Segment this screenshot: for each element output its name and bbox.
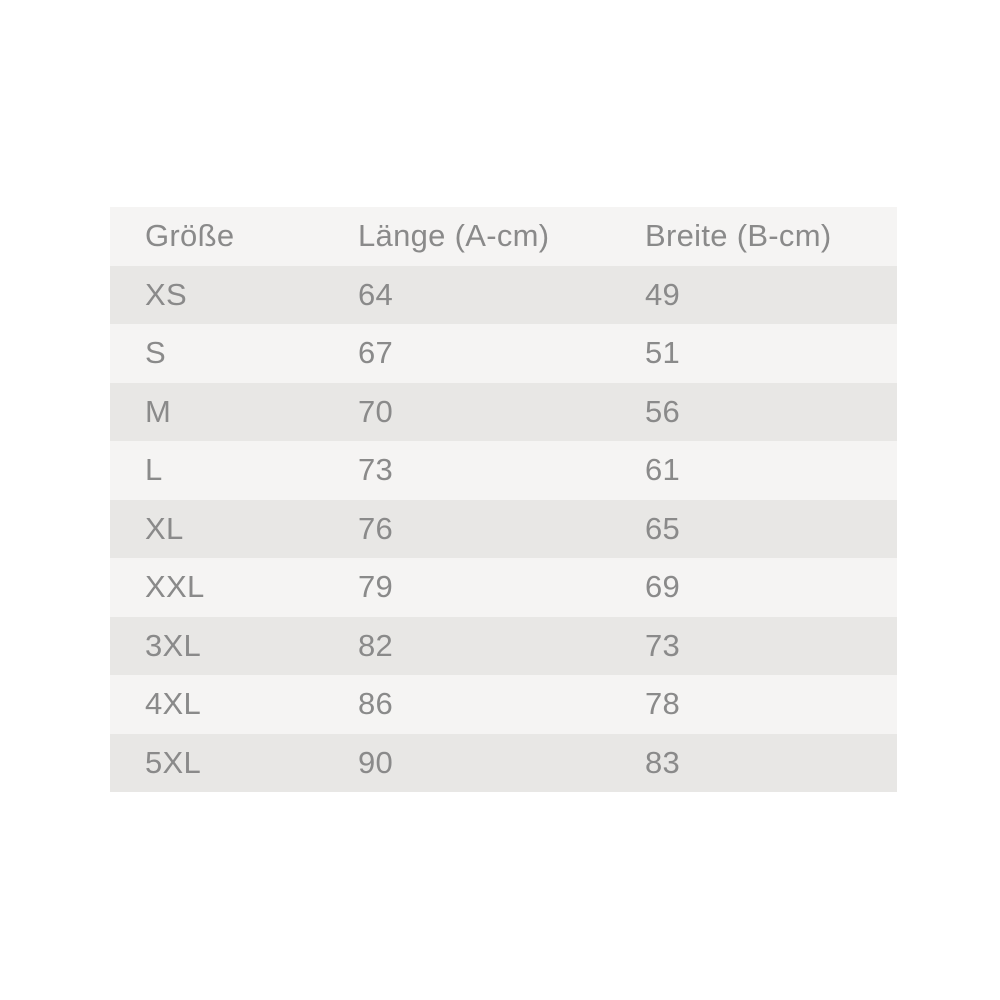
size-chart-table: Größe Länge (A-cm) Breite (B-cm) XS 64 4… xyxy=(110,207,897,792)
width-cell: 56 xyxy=(645,393,681,429)
column-header-length: Länge (A-cm) xyxy=(358,218,550,254)
table-row: XS 64 49 xyxy=(110,265,897,324)
length-cell: 64 xyxy=(358,276,394,312)
width-cell: 83 xyxy=(645,744,681,780)
size-cell: XS xyxy=(145,276,187,312)
table-row: S 67 51 xyxy=(110,324,897,383)
size-cell: XXL xyxy=(145,569,205,605)
size-cell: 3XL xyxy=(145,627,202,663)
size-cell: M xyxy=(145,393,172,429)
width-cell: 49 xyxy=(645,276,681,312)
size-cell: XL xyxy=(145,510,184,546)
table-header-row: Größe Länge (A-cm) Breite (B-cm) xyxy=(110,207,897,266)
length-cell: 76 xyxy=(358,510,394,546)
width-cell: 65 xyxy=(645,510,681,546)
length-cell: 73 xyxy=(358,452,394,488)
table-row: XL 76 65 xyxy=(110,499,897,558)
size-cell: S xyxy=(145,335,166,371)
table-row: M 70 56 xyxy=(110,382,897,441)
table-row: 4XL 86 78 xyxy=(110,675,897,734)
table-row: XXL 79 69 xyxy=(110,558,897,617)
table-row: L 73 61 xyxy=(110,441,897,500)
length-cell: 90 xyxy=(358,744,394,780)
width-cell: 69 xyxy=(645,569,681,605)
table-row: 5XL 90 83 xyxy=(110,733,897,792)
table-row: 3XL 82 73 xyxy=(110,616,897,675)
column-header-width: Breite (B-cm) xyxy=(645,218,832,254)
column-header-size: Größe xyxy=(145,218,235,254)
size-cell: L xyxy=(145,452,163,488)
length-cell: 86 xyxy=(358,686,394,722)
size-cell: 5XL xyxy=(145,744,202,780)
width-cell: 78 xyxy=(645,686,681,722)
width-cell: 51 xyxy=(645,335,681,371)
width-cell: 73 xyxy=(645,627,681,663)
width-cell: 61 xyxy=(645,452,681,488)
size-cell: 4XL xyxy=(145,686,202,722)
length-cell: 70 xyxy=(358,393,394,429)
length-cell: 79 xyxy=(358,569,394,605)
length-cell: 82 xyxy=(358,627,394,663)
length-cell: 67 xyxy=(358,335,394,371)
